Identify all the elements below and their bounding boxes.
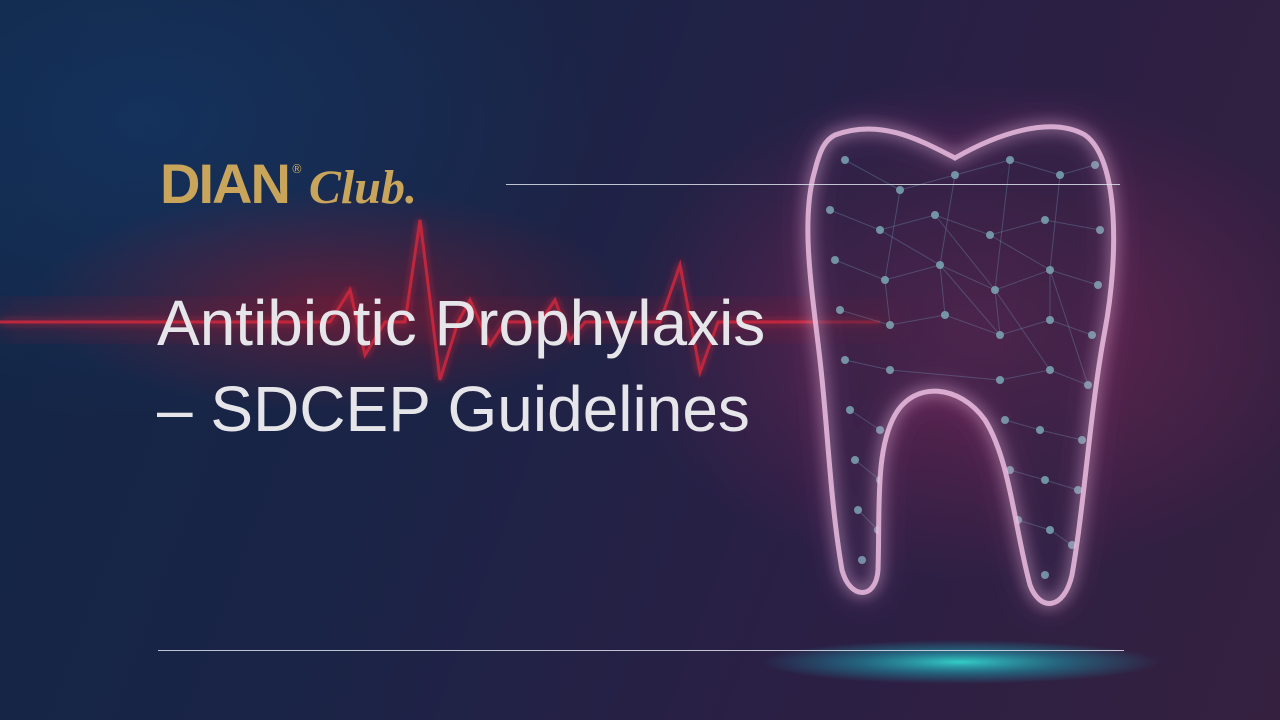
logo-registered-mark: ® (290, 162, 303, 176)
dian-club-logo: DIAN ® Club. (160, 152, 417, 216)
slide-title-line-2: – SDCEP Guidelines (157, 373, 750, 445)
slide-title-line-1: Antibiotic Prophylaxis (157, 287, 766, 359)
heartbeat-line-icon (0, 219, 900, 381)
top-divider (506, 184, 1120, 185)
logo-club-text: Club. (308, 161, 417, 214)
base-glow (760, 640, 1160, 684)
slide-title: Antibiotic Prophylaxis – SDCEP Guideline… (157, 280, 1057, 452)
bottom-divider (158, 650, 1124, 651)
logo-dian-text: DIAN (160, 152, 291, 215)
